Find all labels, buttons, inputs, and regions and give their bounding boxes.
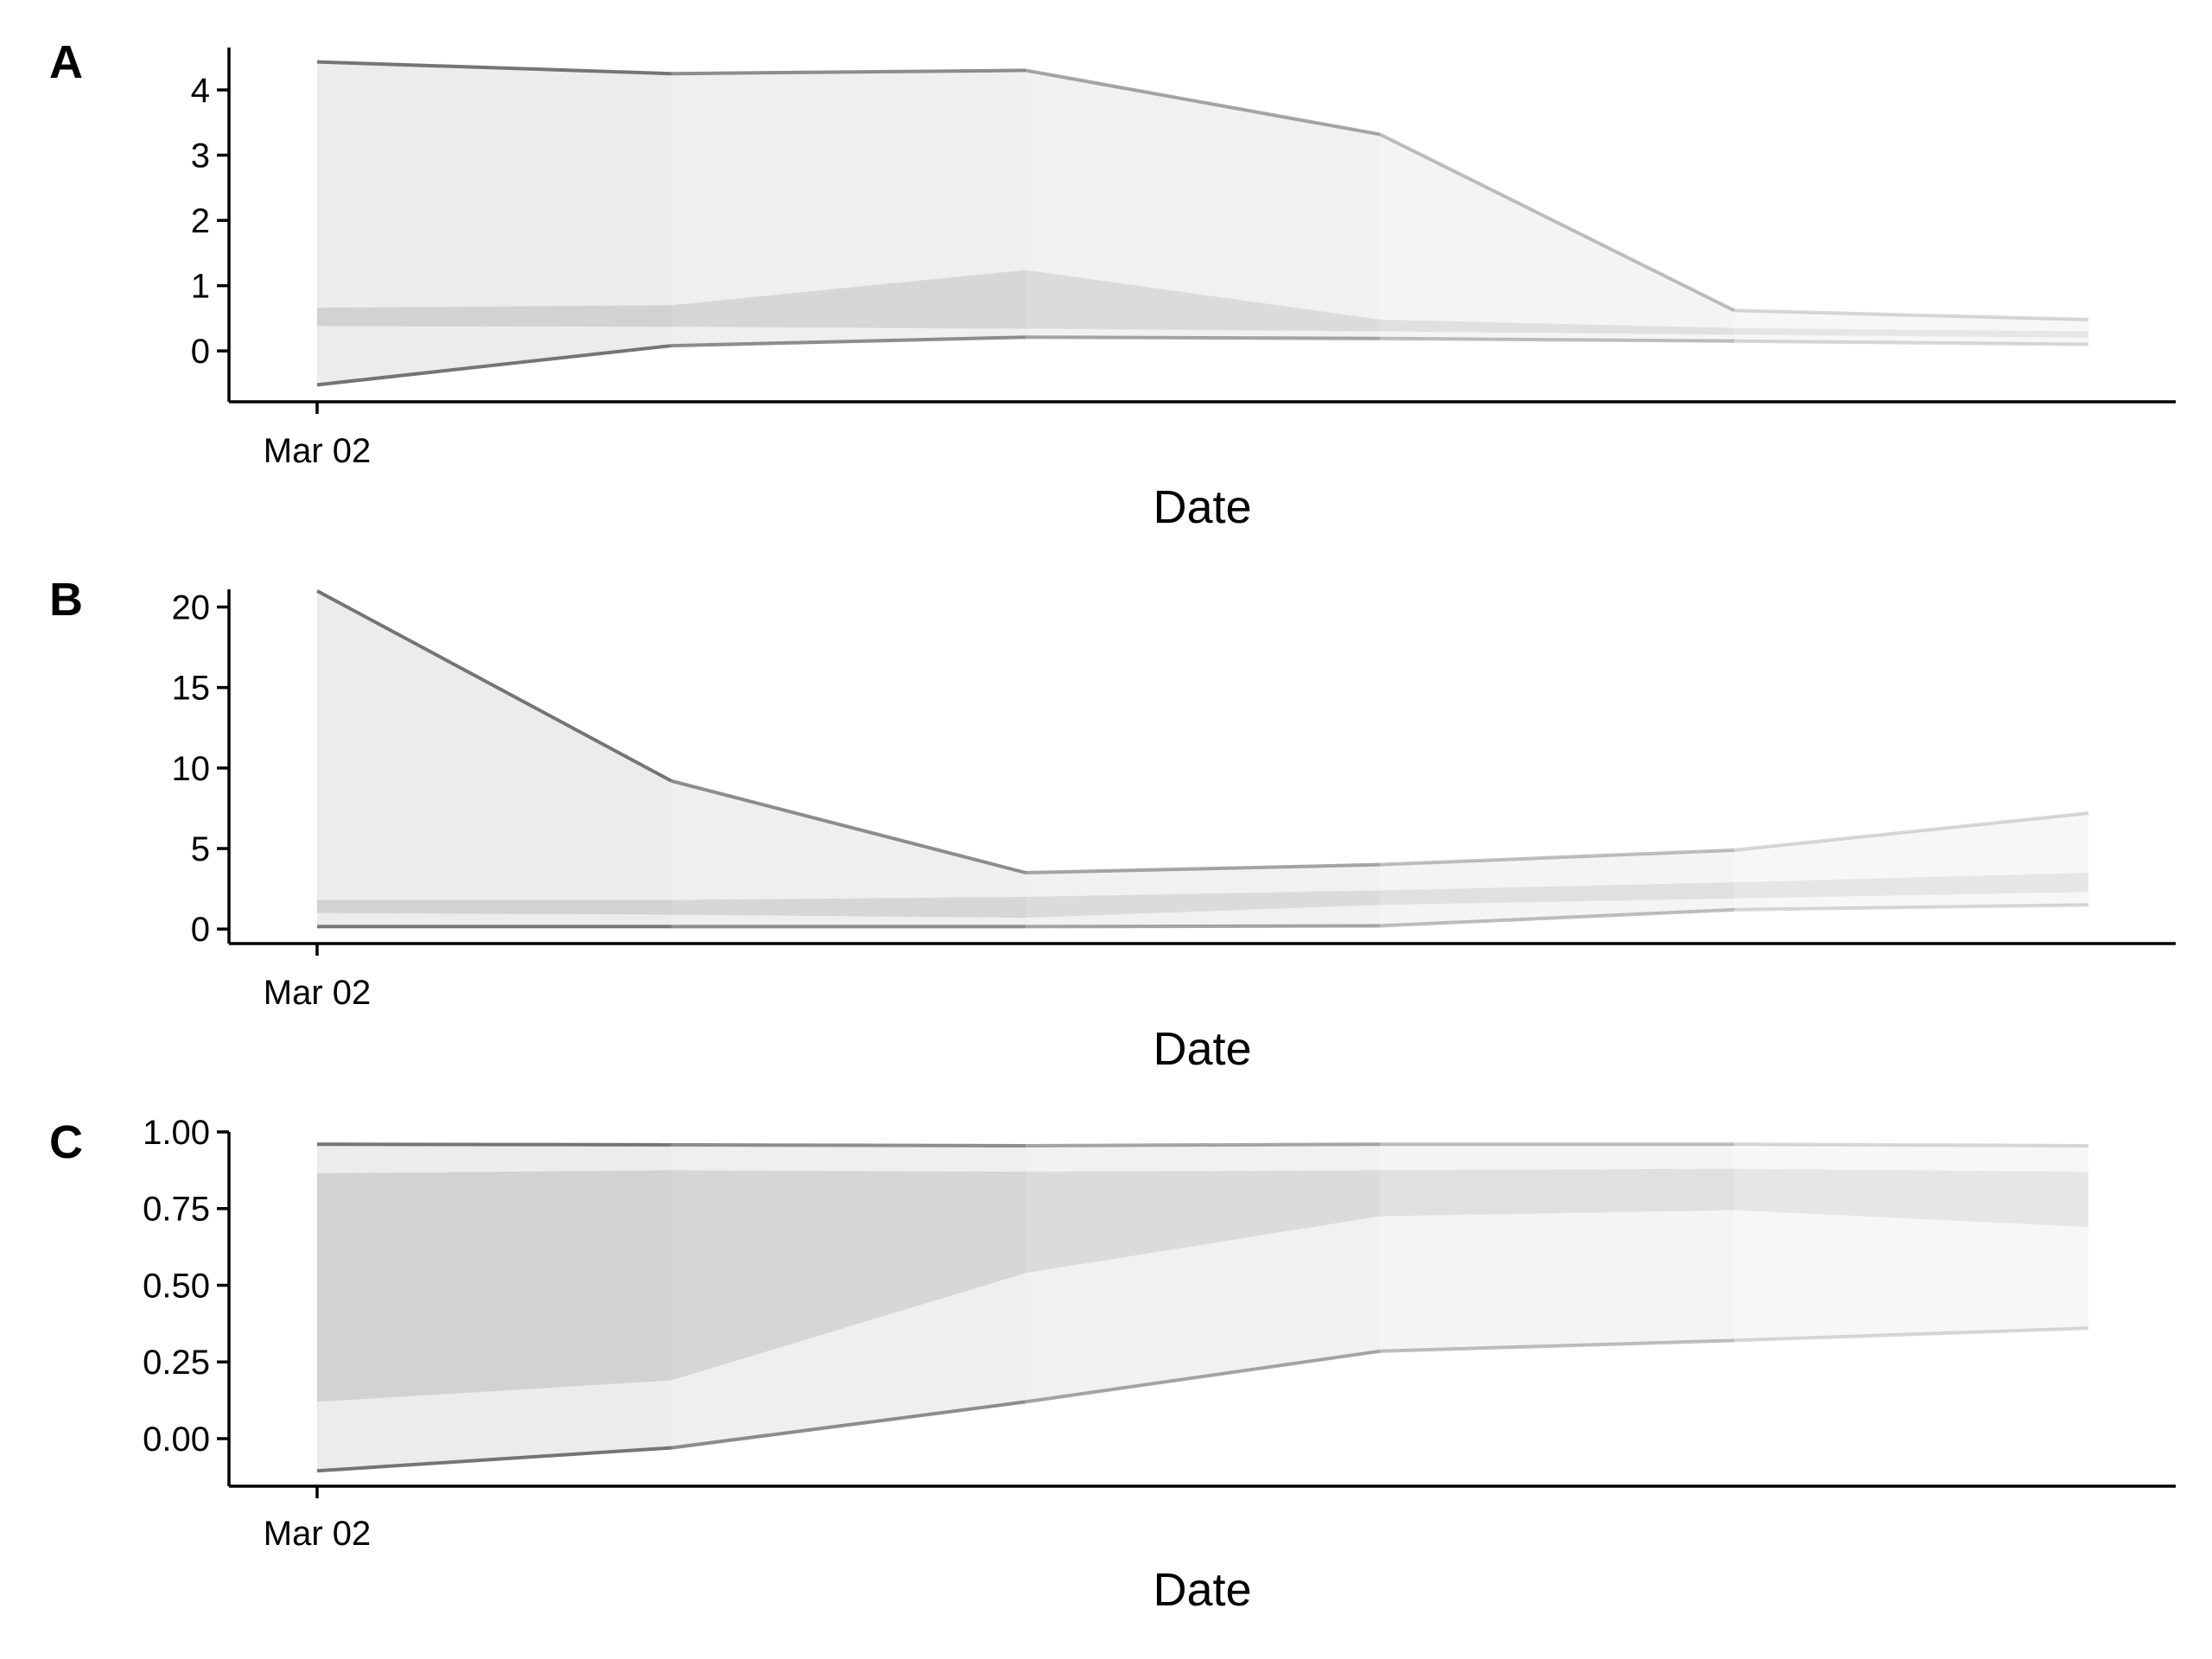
inner-band-segment — [671, 270, 1026, 329]
upper-bound-line — [1733, 308, 2089, 321]
upper-bound-line — [316, 1142, 672, 1147]
y-tick-label: 0 — [191, 333, 210, 371]
lower-bound-line — [671, 1400, 1027, 1450]
inner-band-segment — [671, 896, 1026, 918]
lower-bound-line — [1733, 1326, 2089, 1343]
upper-bound-line — [1025, 862, 1381, 874]
upper-bound-line — [316, 60, 672, 76]
lower-bound-line — [1025, 924, 1381, 929]
y-tick-label: 15 — [172, 670, 211, 708]
lower-bound-line — [316, 1446, 672, 1473]
x-tick-label: Mar 02 — [264, 1515, 372, 1553]
inner-band-segment — [1734, 327, 2088, 339]
upper-bound-line — [1733, 811, 2089, 852]
inner-band-segment — [1026, 890, 1380, 918]
inner-band-segment — [1026, 270, 1380, 332]
upper-bound-line — [1733, 1142, 2089, 1147]
x-tick-label: Mar 02 — [264, 974, 372, 1012]
inner-band-segment — [317, 1170, 671, 1402]
upper-bound-line — [671, 68, 1027, 76]
y-tick-label: 0 — [191, 911, 210, 949]
panel-a: 0 1 2 3 4 Mar 02 Date A — [49, 36, 2176, 533]
lower-bound-line — [316, 344, 672, 387]
y-tick-label: 4 — [191, 72, 210, 110]
lower-bound-line — [1025, 335, 1381, 340]
inner-band-segment — [1380, 319, 1734, 335]
y-tick-label: 5 — [191, 830, 210, 868]
upper-bound-line — [316, 589, 672, 783]
outer-band-segment — [671, 780, 1026, 927]
lower-bound-line — [1379, 1338, 1735, 1353]
x-axis-title: Date — [1153, 481, 1251, 533]
y-tick-label: 2 — [191, 202, 210, 240]
panel-c: 0.00 0.25 0.50 0.75 1.00 Mar 02 Date C — [49, 1114, 2176, 1616]
inner-band-segment — [671, 1170, 1026, 1381]
upper-bound-line — [671, 1142, 1027, 1147]
y-tick-label: 0.00 — [143, 1421, 210, 1459]
outer-band-segment — [1734, 1144, 2088, 1341]
inner-band-segment — [1380, 882, 1734, 906]
outer-band-segment — [1026, 70, 1380, 339]
lower-bound-line — [671, 335, 1027, 348]
x-axis-title: Date — [1153, 1023, 1251, 1075]
inner-band-segment — [1734, 1168, 2088, 1228]
y-tick-label: 0.25 — [143, 1344, 210, 1382]
panel-tag: B — [49, 574, 83, 626]
panel-tag: A — [49, 36, 83, 88]
y-tick-label: 0.75 — [143, 1191, 210, 1229]
outer-band-segment — [317, 61, 671, 385]
x-axis-title: Date — [1153, 1564, 1251, 1616]
lower-bound-line — [1025, 1349, 1381, 1404]
x-tick-label: Mar 02 — [264, 432, 372, 470]
y-tick-label: 3 — [191, 137, 210, 175]
upper-bound-line — [1379, 848, 1735, 867]
inner-band-segment — [1380, 1168, 1734, 1217]
lower-bound-line — [1733, 339, 2089, 346]
outer-band-segment — [671, 70, 1026, 346]
outer-band-segment — [317, 590, 671, 927]
upper-bound-line — [1025, 1142, 1381, 1147]
upper-bound-line — [1025, 68, 1381, 137]
inner-band-segment — [317, 899, 671, 915]
y-tick-label: 1 — [191, 268, 210, 306]
upper-bound-line — [1379, 132, 1735, 313]
lower-bound-line — [1733, 903, 2089, 912]
y-tick-label: 1.00 — [143, 1114, 210, 1152]
y-tick-label: 10 — [172, 750, 211, 788]
y-tick-label: 0.50 — [143, 1267, 210, 1305]
lower-bound-line — [1379, 907, 1735, 928]
panel-tag: C — [49, 1116, 83, 1168]
upper-bound-line — [671, 779, 1027, 874]
inner-band-segment — [1026, 1170, 1380, 1274]
outer-band-segment — [1734, 813, 2088, 910]
outer-band-segment — [1380, 134, 1734, 341]
y-tick-label: 20 — [172, 589, 211, 627]
inner-band-segment — [317, 305, 671, 327]
outer-band-segment — [1734, 310, 2088, 345]
inner-band-segment — [1734, 873, 2088, 899]
panel-b: 0 5 10 15 20 Mar 02 Date B — [49, 574, 2176, 1075]
lower-bound-line — [1379, 336, 1735, 343]
